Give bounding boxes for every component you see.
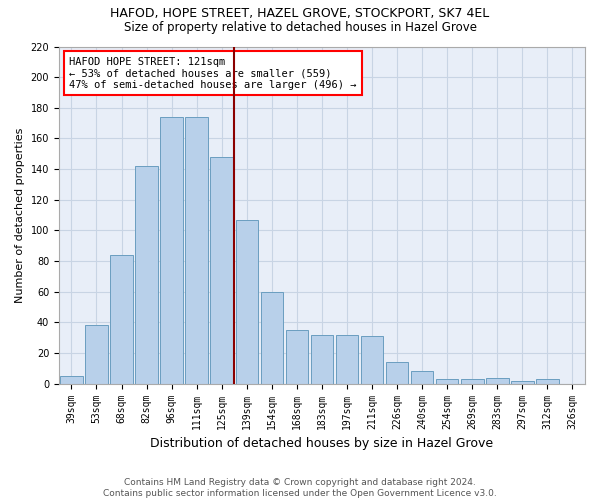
Bar: [85, 326, 108, 384]
Y-axis label: Number of detached properties: Number of detached properties: [15, 128, 25, 303]
Bar: [286, 330, 308, 384]
Bar: [386, 362, 409, 384]
Text: Size of property relative to detached houses in Hazel Grove: Size of property relative to detached ho…: [124, 21, 476, 34]
Bar: [461, 379, 484, 384]
Bar: [411, 372, 433, 384]
Bar: [110, 255, 133, 384]
Bar: [211, 157, 233, 384]
Bar: [511, 380, 533, 384]
Bar: [361, 336, 383, 384]
Bar: [236, 220, 258, 384]
Bar: [486, 378, 509, 384]
Bar: [536, 379, 559, 384]
Bar: [185, 117, 208, 384]
Text: HAFOD HOPE STREET: 121sqm
← 53% of detached houses are smaller (559)
47% of semi: HAFOD HOPE STREET: 121sqm ← 53% of detac…: [70, 56, 357, 90]
Bar: [311, 334, 333, 384]
Text: HAFOD, HOPE STREET, HAZEL GROVE, STOCKPORT, SK7 4EL: HAFOD, HOPE STREET, HAZEL GROVE, STOCKPO…: [110, 8, 490, 20]
Bar: [160, 117, 183, 384]
Bar: [260, 292, 283, 384]
Bar: [136, 166, 158, 384]
X-axis label: Distribution of detached houses by size in Hazel Grove: Distribution of detached houses by size …: [151, 437, 494, 450]
Bar: [60, 376, 83, 384]
Text: Contains HM Land Registry data © Crown copyright and database right 2024.
Contai: Contains HM Land Registry data © Crown c…: [103, 478, 497, 498]
Bar: [436, 379, 458, 384]
Bar: [336, 334, 358, 384]
